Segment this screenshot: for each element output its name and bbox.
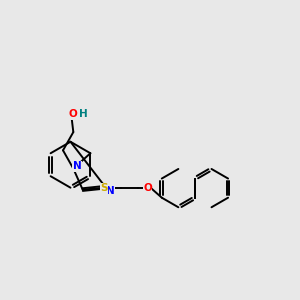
Text: O: O: [143, 183, 152, 193]
Text: H: H: [79, 110, 87, 119]
Text: N: N: [106, 186, 114, 196]
Text: O: O: [69, 110, 78, 119]
Text: N: N: [73, 161, 82, 171]
Text: S: S: [100, 183, 108, 193]
